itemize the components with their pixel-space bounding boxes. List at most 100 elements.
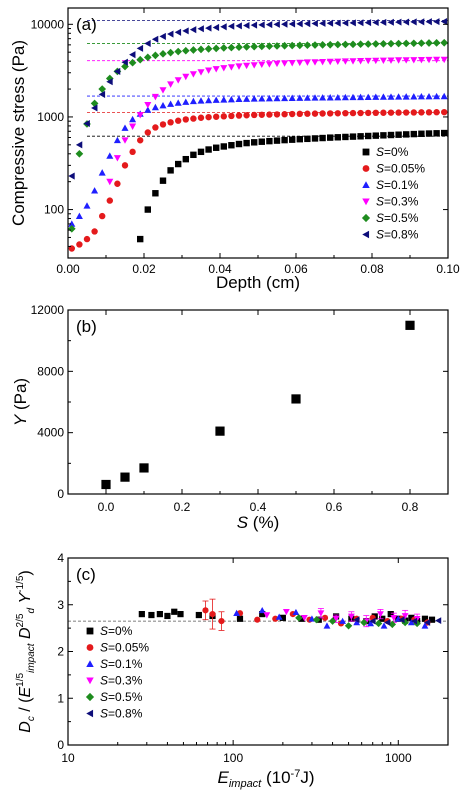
- data-point: [171, 608, 178, 615]
- data-point: [319, 134, 326, 142]
- data-point: [410, 109, 417, 116]
- data-point: [220, 65, 228, 72]
- data-point: [295, 41, 304, 50]
- data-point: [319, 94, 327, 101]
- data-point: [407, 619, 415, 626]
- data-point: [387, 39, 395, 48]
- data-point: [197, 97, 205, 104]
- data-point: [365, 109, 372, 117]
- data-point: [311, 59, 319, 66]
- data-point: [144, 40, 151, 48]
- data-point: [377, 611, 384, 618]
- data-point: [235, 43, 243, 52]
- data-point: [190, 151, 197, 159]
- data-point: [364, 57, 372, 65]
- data-point: [395, 93, 403, 100]
- data-point: [228, 112, 235, 120]
- data-point: [265, 61, 273, 68]
- legend-label: S=0.1%: [376, 178, 419, 192]
- data-point: [138, 611, 145, 618]
- data-point: [220, 23, 227, 31]
- data-point: [121, 137, 129, 144]
- data-point: [326, 19, 334, 27]
- x-tick-label: 0.2: [174, 500, 191, 514]
- data-point: [166, 48, 175, 57]
- data-point: [289, 110, 296, 118]
- data-point: [390, 615, 398, 622]
- data-point: [387, 611, 394, 618]
- data-point: [113, 136, 121, 144]
- data-point: [182, 73, 190, 81]
- data-point: [341, 19, 349, 27]
- data-point: [395, 57, 403, 64]
- legend-marker: [86, 644, 94, 651]
- data-point: [174, 47, 183, 56]
- data-point: [410, 130, 417, 138]
- data-point: [189, 71, 197, 78]
- data-point: [273, 60, 281, 68]
- data-point: [341, 93, 349, 101]
- legend-marker: [362, 148, 370, 156]
- data-point: [98, 85, 107, 93]
- data-point: [182, 98, 190, 105]
- data-point: [75, 141, 83, 149]
- data-point: [205, 113, 212, 121]
- data-point: [167, 100, 175, 107]
- data-point: [409, 39, 418, 48]
- y-tick-label: 1: [57, 691, 64, 705]
- data-point: [281, 111, 288, 118]
- data-point: [128, 58, 137, 67]
- data-point: [341, 40, 350, 49]
- data-point: [394, 39, 403, 48]
- data-point: [91, 104, 98, 112]
- x-tick-label: 0.02: [132, 262, 156, 276]
- legend-label: S=0.8%: [100, 707, 143, 721]
- data-point: [175, 117, 182, 124]
- data-point: [296, 59, 304, 67]
- data-point: [380, 622, 388, 629]
- y-tick-label: 8000: [37, 364, 64, 378]
- data-point: [339, 617, 347, 624]
- data-point: [417, 39, 426, 47]
- data-point: [151, 103, 159, 111]
- data-point: [334, 134, 341, 141]
- data-point: [380, 132, 387, 139]
- data-point: [227, 95, 235, 103]
- data-point: [212, 44, 221, 53]
- data-point: [388, 620, 397, 629]
- data-point: [218, 618, 225, 625]
- data-point: [106, 178, 114, 186]
- data-point: [311, 94, 319, 101]
- data-point: [258, 95, 266, 102]
- data-point: [372, 109, 379, 117]
- data-point: [106, 197, 114, 204]
- data-point: [344, 622, 353, 630]
- data-point: [236, 615, 244, 622]
- data-point: [319, 19, 326, 27]
- y-tick-label: 12000: [31, 303, 65, 317]
- data-point: [410, 617, 418, 625]
- x-tick-label: 0.0: [98, 500, 115, 514]
- data-point: [395, 109, 402, 116]
- data-point: [421, 615, 429, 622]
- data-point: [257, 42, 266, 51]
- data-point: [433, 18, 440, 26]
- data-point: [144, 129, 151, 136]
- data-point: [365, 132, 372, 140]
- data-point: [347, 613, 355, 620]
- data-point: [213, 113, 220, 120]
- data-point: [349, 19, 356, 27]
- data-point: [300, 615, 308, 622]
- data-point: [143, 53, 152, 62]
- data-point: [159, 121, 167, 128]
- data-point: [440, 38, 449, 47]
- data-point: [121, 58, 128, 66]
- data-point: [106, 78, 113, 86]
- data-point: [159, 49, 167, 58]
- data-point: [182, 116, 189, 123]
- data-point: [91, 187, 99, 194]
- data-point: [440, 56, 448, 64]
- data-point: [243, 21, 250, 30]
- data-point: [250, 62, 258, 69]
- data-point: [387, 131, 395, 139]
